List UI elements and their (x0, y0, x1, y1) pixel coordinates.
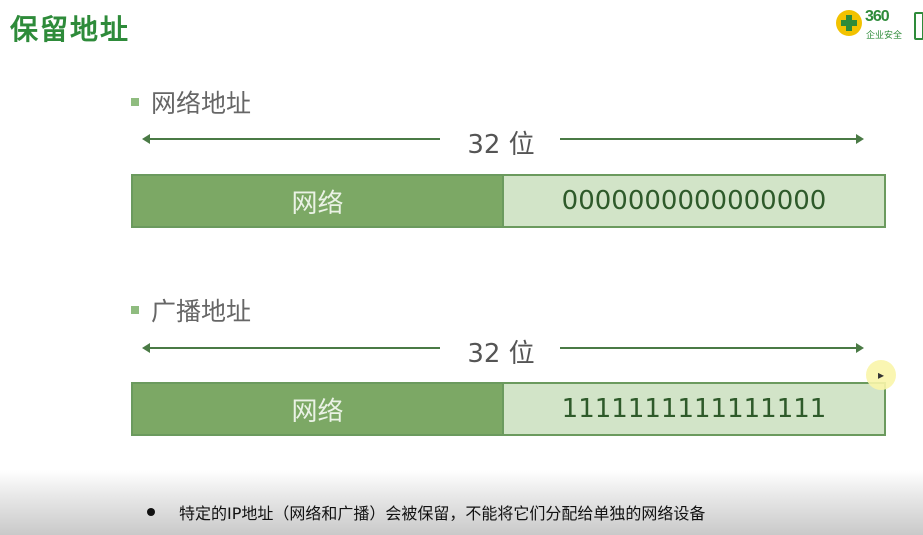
logo-number: 360 (865, 8, 890, 25)
network-portion: 网络 (133, 176, 504, 226)
arrow-line (560, 138, 860, 140)
bit-width-arrow: 32 位 (142, 333, 864, 369)
caption: 特定的IP地址（网络和广播）会被保留，不能将它们分配给单独的网络设备 (147, 500, 705, 524)
bit-width-label: 32 位 (467, 339, 535, 369)
arrow-line (144, 138, 440, 140)
network-portion: 网络 (133, 384, 504, 434)
logo-bar-icon (914, 12, 923, 40)
round-bullet-icon (147, 508, 155, 516)
section-heading-network-address: 网络地址 (131, 84, 251, 120)
section-heading-broadcast-address: 广播地址 (131, 292, 251, 328)
arrow-right-icon (856, 134, 864, 144)
caption-text: 特定的IP地址（网络和广播）会被保留，不能将它们分配给单独的网络设备 (179, 504, 706, 523)
bit-width-label: 32 位 (467, 130, 535, 160)
arrow-line (144, 347, 440, 349)
logo-subtitle: 企业安全 (866, 31, 903, 41)
plus-icon (836, 10, 862, 36)
square-bullet-icon (131, 98, 139, 106)
mouse-pointer-icon: ▸ (878, 368, 885, 382)
host-portion: 1111111111111111 (504, 384, 884, 434)
bit-width-arrow: 32 位 (142, 124, 864, 160)
cursor-highlight (866, 360, 896, 390)
brand-logo: 360 企业安全 (836, 8, 923, 41)
section-heading-text: 广播地址 (151, 297, 252, 326)
square-bullet-icon (131, 306, 139, 314)
address-bar-network: 网络 0000000000000000 (131, 174, 886, 228)
address-bar-broadcast: 网络 1111111111111111 (131, 382, 886, 436)
host-portion: 0000000000000000 (504, 176, 884, 226)
arrow-right-icon (856, 343, 864, 353)
caption-band (0, 470, 923, 535)
slide-title: 保留地址 (10, 13, 131, 46)
section-heading-text: 网络地址 (151, 89, 252, 118)
arrow-line (560, 347, 860, 349)
